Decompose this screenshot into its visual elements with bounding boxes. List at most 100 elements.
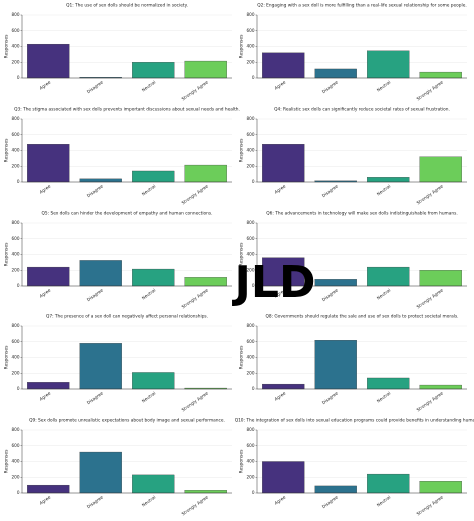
x-tick-label: Strongly Agree [416, 494, 445, 516]
y-axis-label: Responses [4, 242, 10, 267]
y-tick-label: 0 [252, 179, 255, 184]
x-tick-label: Neutral [141, 184, 157, 197]
chart-title: Q7: The presence of a sex doll can negat… [46, 314, 208, 320]
y-tick-label: 200 [12, 474, 20, 479]
y-tick-label: 800 [12, 323, 20, 328]
bar [314, 485, 357, 494]
x-tick-label: Neutral [376, 288, 392, 301]
bar [184, 164, 227, 183]
y-axis-label: Responses [239, 138, 245, 163]
chart-title: Q8: Governments should regulate the sale… [265, 314, 458, 320]
x-tick-label: Agree [273, 183, 286, 194]
bar [132, 474, 175, 494]
x-tick-label: Strongly Agree [181, 494, 210, 516]
y-tick-label: 200 [12, 59, 20, 64]
chart-title: Q1: The use of sex dolls should be norma… [66, 3, 188, 9]
x-tick-label: Neutral [141, 288, 157, 301]
y-tick-label: 0 [252, 490, 255, 495]
bar [79, 260, 122, 287]
x-tick-label: Disagree [86, 287, 104, 302]
y-tick-label: 200 [247, 474, 255, 479]
bar [314, 279, 357, 287]
bar [419, 481, 462, 494]
bar [79, 343, 122, 390]
y-tick-label: 800 [247, 323, 255, 328]
y-axis-label: Responses [239, 449, 245, 474]
bar [367, 473, 410, 494]
bar [367, 266, 410, 287]
bar [132, 268, 175, 287]
bar [184, 277, 227, 287]
y-axis-label: Responses [4, 345, 10, 370]
y-axis-label: Responses [239, 345, 245, 370]
bar [79, 451, 122, 494]
bar [79, 178, 122, 183]
x-tick-label: Neutral [376, 80, 392, 93]
y-tick-label: 800 [247, 12, 255, 17]
bar [419, 270, 462, 287]
y-tick-label: 800 [247, 116, 255, 121]
y-tick-label: 600 [247, 28, 255, 33]
y-tick-label: 200 [247, 370, 255, 375]
bar [419, 384, 462, 390]
y-tick-label: 600 [12, 339, 20, 344]
y-tick-label: 200 [247, 59, 255, 64]
y-tick-label: 400 [12, 459, 20, 464]
bar [262, 461, 305, 494]
y-tick-label: 400 [12, 148, 20, 153]
x-tick-label: Agree [273, 494, 286, 505]
y-tick-label: 800 [247, 220, 255, 225]
y-tick-label: 800 [12, 220, 20, 225]
y-tick-label: 600 [247, 339, 255, 344]
x-tick-label: Agree [38, 287, 51, 298]
bar [262, 257, 305, 287]
x-tick-label: Disagree [86, 390, 104, 405]
chart-title: Q10: The integration of sex dolls into s… [235, 418, 474, 424]
y-tick-label: 0 [17, 490, 20, 495]
y-tick-label: 600 [247, 443, 255, 448]
x-tick-label: Strongly Agree [416, 79, 445, 101]
chart-title: Q4: Realistic sex dolls can significantl… [274, 107, 450, 113]
chart-title: Q6: The advancements in technology will … [266, 211, 457, 217]
bar [419, 156, 462, 183]
y-tick-label: 600 [247, 132, 255, 137]
bar [27, 484, 70, 494]
x-tick-label: Agree [273, 79, 286, 90]
x-tick-label: Neutral [376, 391, 392, 404]
bar [367, 377, 410, 390]
y-axis-label: Responses [239, 242, 245, 267]
y-tick-label: 0 [252, 75, 255, 80]
chart-title: Q2: Engaging with a sex doll is more ful… [257, 3, 467, 9]
y-tick-label: 0 [252, 386, 255, 391]
y-tick-label: 400 [12, 355, 20, 360]
y-axis-label: Responses [4, 138, 10, 163]
x-tick-label: Strongly Agree [416, 183, 445, 205]
x-tick-label: Strongly Agree [416, 390, 445, 412]
x-tick-label: Strongly Agree [181, 390, 210, 412]
x-tick-label: Agree [38, 494, 51, 505]
bar [27, 382, 70, 390]
y-axis-label: Responses [239, 34, 245, 59]
bar [367, 177, 410, 183]
y-tick-label: 0 [17, 283, 20, 288]
x-tick-label: Agree [38, 183, 51, 194]
x-tick-label: Agree [273, 390, 286, 401]
bar [367, 50, 410, 79]
x-tick-label: Neutral [141, 391, 157, 404]
y-tick-label: 600 [12, 236, 20, 241]
y-tick-label: 400 [247, 355, 255, 360]
bar [262, 383, 305, 390]
chart-title: Q9: Sex dolls promote unrealistic expect… [29, 418, 225, 424]
bar [27, 266, 70, 287]
x-tick-label: Strongly Agree [181, 79, 210, 101]
x-tick-label: Disagree [321, 183, 339, 198]
bar [184, 60, 227, 79]
y-tick-label: 200 [247, 267, 255, 272]
y-tick-label: 0 [252, 283, 255, 288]
y-tick-label: 200 [247, 163, 255, 168]
x-tick-label: Disagree [86, 79, 104, 94]
y-tick-label: 0 [17, 386, 20, 391]
y-axis-label: Responses [4, 34, 10, 59]
y-tick-label: 200 [12, 370, 20, 375]
